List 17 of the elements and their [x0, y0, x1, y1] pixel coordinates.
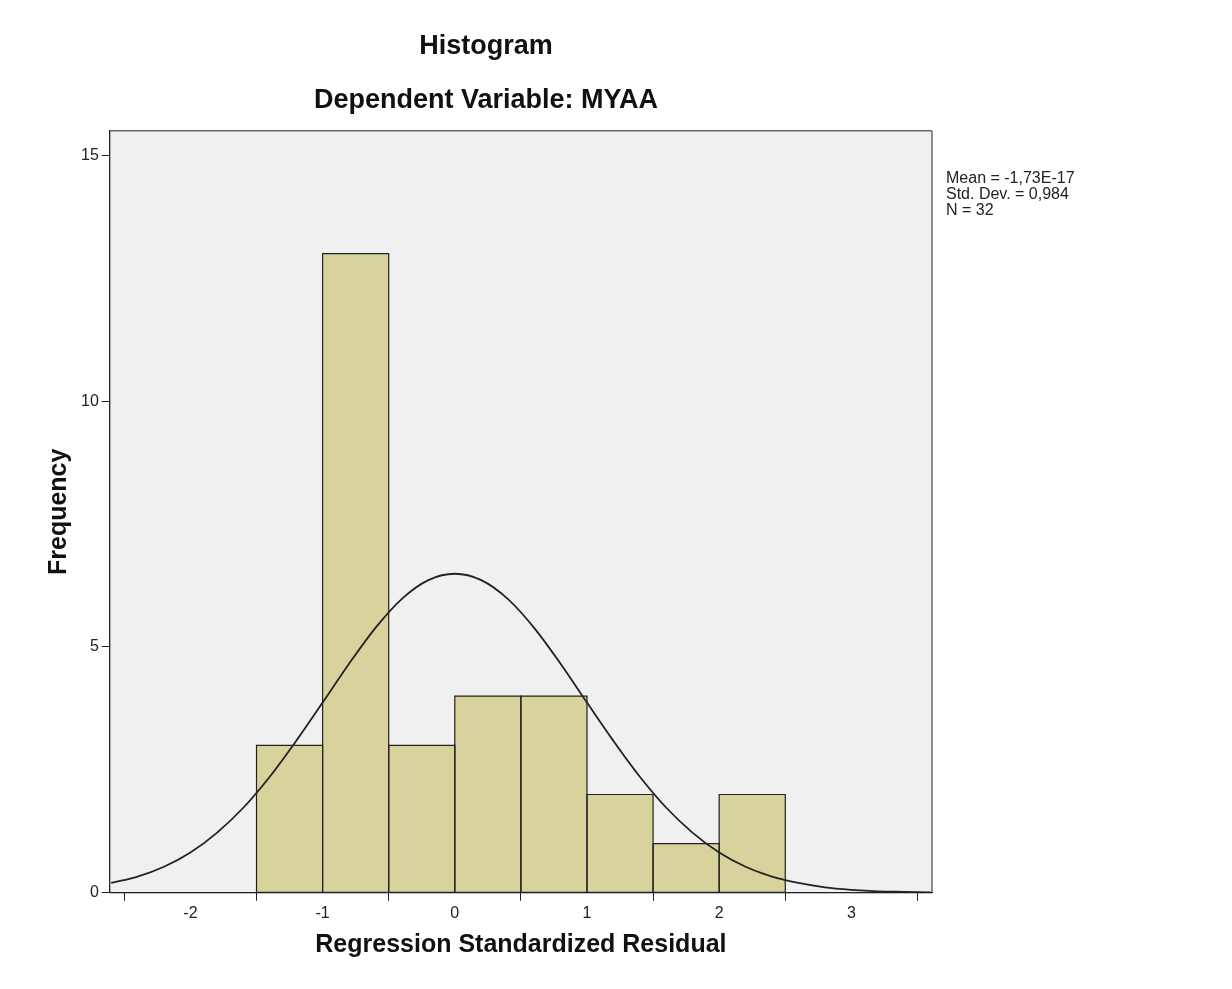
y-tick-label: 15 [81, 145, 99, 163]
x-tick-label: -1 [315, 903, 330, 921]
y-tick-label: 0 [89, 883, 99, 901]
x-tick-label: 3 [846, 903, 856, 921]
y-axis-title: Frequency [42, 448, 71, 576]
x-tick-label: 2 [714, 903, 724, 921]
x-tick-label: 1 [582, 903, 592, 921]
x-axis-title: Regression Standardized Residual [315, 928, 727, 957]
x-tick-label: -2 [183, 903, 198, 921]
y-tick-label: 5 [89, 637, 99, 655]
chart-title: Histogram [419, 29, 553, 60]
text: Mean = -1,73E-17 [946, 169, 1075, 187]
text: N = 32 [946, 201, 994, 219]
text: Std. Dev. = 0,984 [946, 185, 1069, 203]
chart-subtitle: Dependent Variable: MYAA [313, 84, 659, 115]
y-tick-label: 10 [81, 391, 99, 409]
x-tick-label: 0 [450, 903, 460, 921]
